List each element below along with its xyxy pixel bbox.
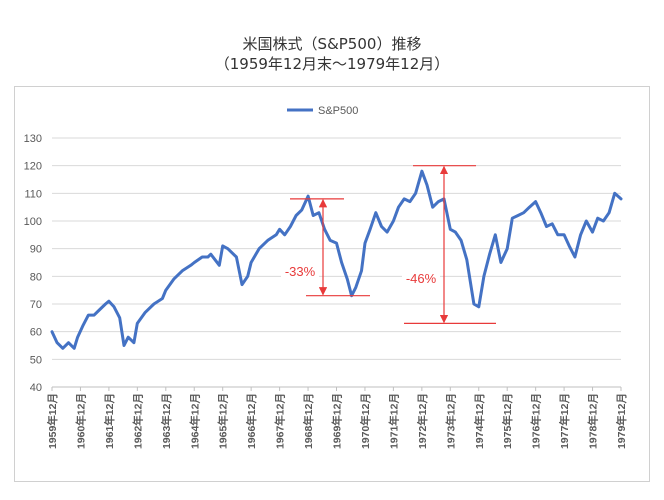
- x-tick-label: 1974年12月: [473, 393, 486, 449]
- x-tick-label: 1959年12月: [46, 393, 59, 449]
- y-tick-label: 50: [30, 354, 42, 366]
- chart-subtitle: （1959年12月末～1979年12月）: [214, 55, 450, 73]
- x-tick-label: 1970年12月: [359, 393, 372, 449]
- annotation-label: -46%: [406, 271, 437, 286]
- x-tick-label: 1963年12月: [160, 393, 173, 449]
- x-tick-label: 1971年12月: [387, 393, 400, 449]
- annotation-label: -33%: [285, 264, 316, 279]
- chart-title: 米国株式（S&P500）推移: [242, 35, 422, 53]
- x-axis: 1959年12月 1960年12月 1961年12月 1962年12月 1963年12月…: [46, 386, 628, 449]
- y-tick-label: 100: [24, 216, 42, 228]
- annotation-label-bg: [402, 271, 440, 287]
- y-tick-label: 70: [30, 299, 42, 311]
- gridlines: [52, 137, 621, 388]
- legend: S&P500: [287, 105, 358, 117]
- x-tick-label: 1969年12月: [331, 393, 344, 449]
- x-tick-label: 1977年12月: [558, 393, 571, 449]
- annotation-layer: -33% -46%: [281, 165, 496, 324]
- x-tick-label: 1961年12月: [103, 393, 116, 449]
- y-tick-label: 130: [24, 133, 42, 145]
- x-tick-label: 1966年12月: [245, 393, 258, 449]
- y-tick-label: 60: [30, 327, 42, 339]
- x-tick-label: 1975年12月: [501, 393, 514, 449]
- annotation-label-bg: [281, 264, 319, 280]
- x-tick-label: 1976年12月: [530, 393, 543, 449]
- x-tick-label: 1965年12月: [217, 393, 230, 449]
- y-tick-label: 110: [24, 188, 42, 200]
- y-tick-label: 40: [30, 382, 42, 394]
- y-axis-ticks: 40 50 60 70 80 90 100 110 120 130: [24, 133, 42, 394]
- series-line-sp500: [50, 169, 623, 350]
- y-tick-label: 120: [24, 161, 42, 173]
- y-tick-label: 90: [30, 244, 42, 256]
- series-layer: [50, 169, 623, 350]
- x-tick-label: 1979年12月: [615, 393, 628, 449]
- x-tick-label: 1962年12月: [131, 393, 144, 449]
- x-tick-label: 1968年12月: [302, 393, 315, 449]
- x-tick-label: 1973年12月: [444, 393, 457, 449]
- x-tick-label: 1978年12月: [587, 393, 600, 449]
- x-tick-label: 1964年12月: [188, 393, 201, 449]
- y-tick-label: 80: [30, 271, 42, 283]
- x-tick-label: 1967年12月: [274, 393, 287, 449]
- x-tick-label: 1972年12月: [416, 393, 429, 449]
- legend-label: S&P500: [318, 105, 358, 117]
- chart-frame: [14, 86, 650, 482]
- x-tick-label: 1960年12月: [74, 393, 87, 449]
